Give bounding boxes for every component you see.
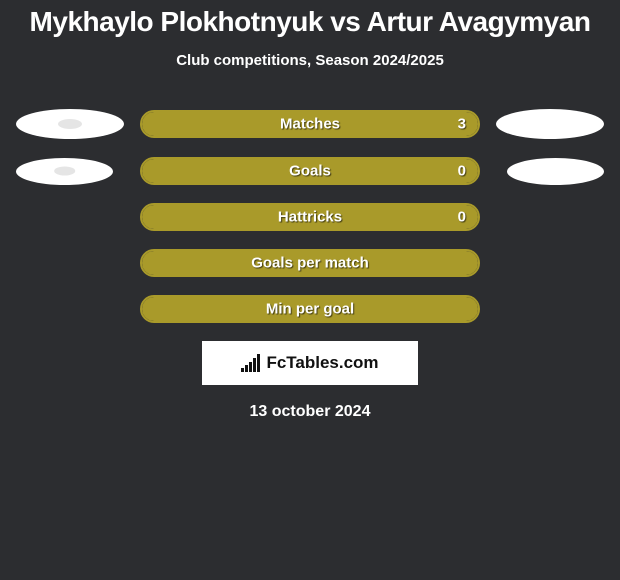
stat-value: 0 xyxy=(458,209,466,226)
brand-box: FcTables.com xyxy=(202,341,418,385)
right-ellipse xyxy=(496,109,604,139)
stat-bar: Matches 3 xyxy=(140,110,480,138)
stat-label: Matches xyxy=(280,116,340,133)
footer-date: 13 october 2024 xyxy=(0,403,620,421)
stat-value: 0 xyxy=(458,163,466,180)
comparison-infographic: Mykhaylo Plokhotnyuk vs Artur Avagymyan … xyxy=(0,0,620,580)
left-ellipse xyxy=(16,109,124,139)
stat-row: Min per goal xyxy=(0,295,620,323)
barchart-icon xyxy=(241,354,260,372)
stat-row: Goals 0 xyxy=(0,157,620,185)
page-subtitle: Club competitions, Season 2024/2025 xyxy=(0,52,620,69)
stat-bar: Goals per match xyxy=(140,249,480,277)
right-ellipse xyxy=(507,158,604,185)
left-ellipse xyxy=(16,158,113,185)
stat-label: Hattricks xyxy=(278,209,342,226)
stat-label: Goals per match xyxy=(251,255,369,272)
stat-rows: Matches 3 Goals 0 Hattricks 0 Goals per match M… xyxy=(0,109,620,323)
stat-bar: Goals 0 xyxy=(140,157,480,185)
stat-value: 3 xyxy=(458,116,466,133)
stat-label: Min per goal xyxy=(266,301,354,318)
brand-text: FcTables.com xyxy=(266,353,378,373)
stat-bar: Min per goal xyxy=(140,295,480,323)
stat-row: Goals per match xyxy=(0,249,620,277)
page-title: Mykhaylo Plokhotnyuk vs Artur Avagymyan xyxy=(0,0,620,38)
stat-bar: Hattricks 0 xyxy=(140,203,480,231)
stat-label: Goals xyxy=(289,163,331,180)
stat-row: Hattricks 0 xyxy=(0,203,620,231)
stat-row: Matches 3 xyxy=(0,109,620,139)
